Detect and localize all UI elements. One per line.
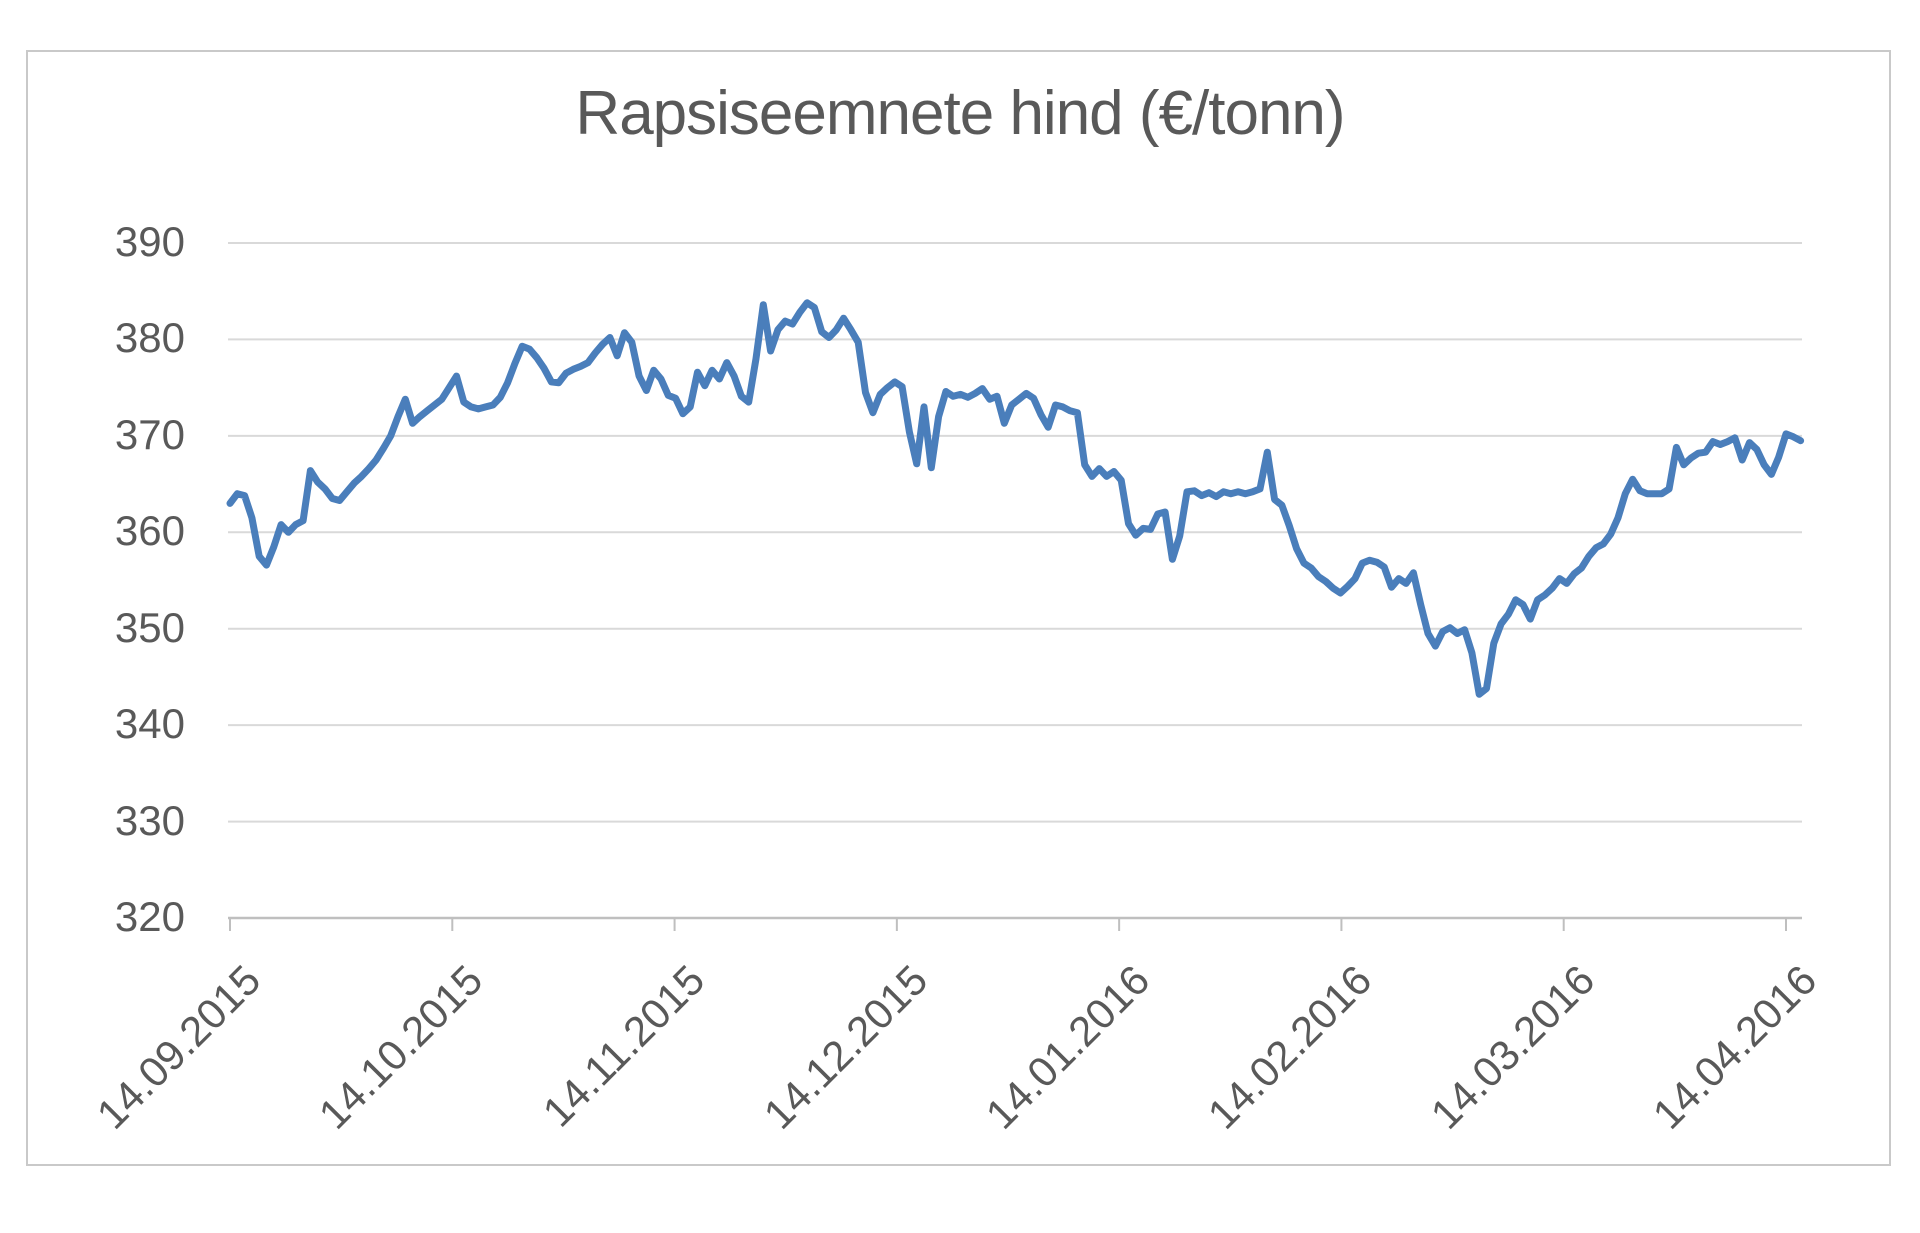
y-axis-label: 320 xyxy=(114,893,185,940)
y-axis-label: 330 xyxy=(114,796,185,844)
y-axis-label: 390 xyxy=(114,218,185,265)
chart-frame xyxy=(26,50,1891,1166)
chart-title: Rapsiseemnete hind (€/tonn) xyxy=(575,79,1345,148)
y-axis-label: 380 xyxy=(114,314,185,362)
y-axis-label: 340 xyxy=(114,700,185,748)
y-axis-label: 350 xyxy=(114,603,185,651)
y-axis-label: 360 xyxy=(114,507,185,555)
price-line-series xyxy=(226,299,1805,698)
y-axis-label: 370 xyxy=(114,410,185,458)
